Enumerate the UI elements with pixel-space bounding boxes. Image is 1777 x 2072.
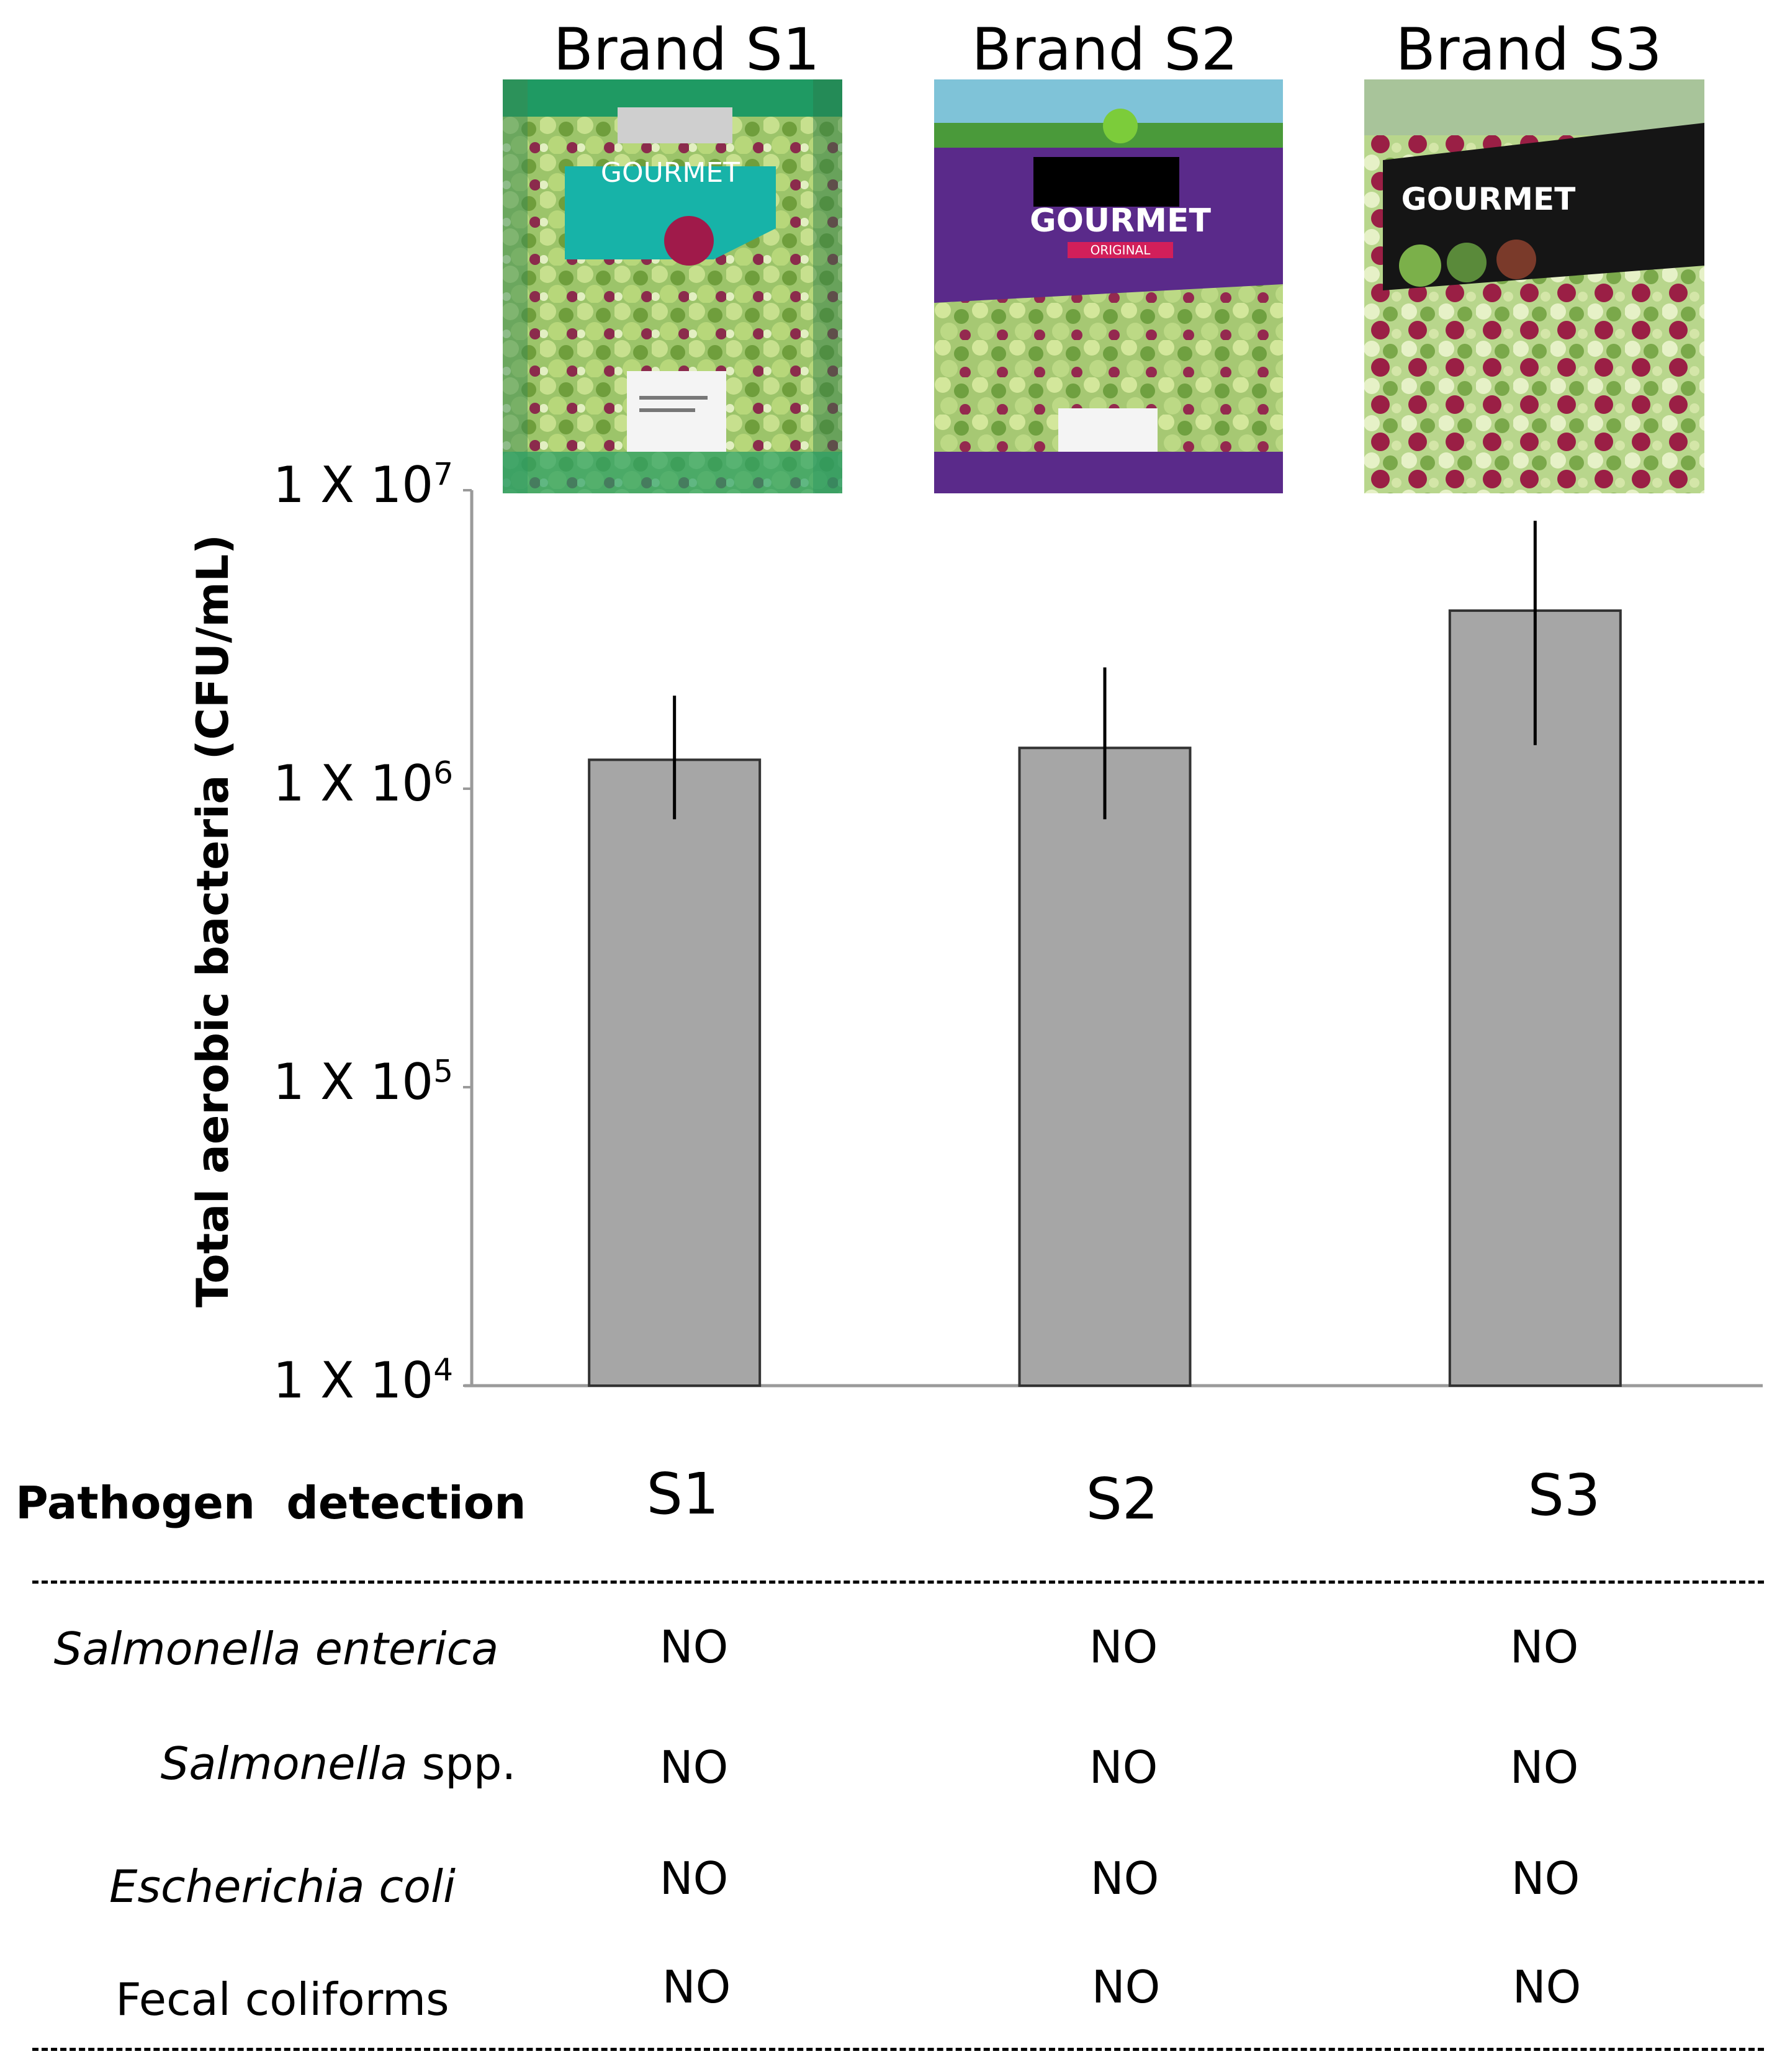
table-cell: NO (1509, 1621, 1579, 1673)
y-tick-label: 1 X 105 (272, 1053, 453, 1111)
y-tick-label: 1 X 107 (272, 456, 453, 514)
bar-s1 (588, 758, 762, 1387)
pathogen-name: Escherichia coli (109, 1860, 456, 1913)
table-cell: NO (659, 1741, 729, 1793)
column-header-s1: S1 (646, 1461, 719, 1527)
package-s2-text: GOURMET (1030, 202, 1211, 240)
table-cell: NO (1090, 1852, 1159, 1904)
table-divider-bottom (32, 2048, 1764, 2051)
package-s2-subtext: ORIGINAL (1091, 243, 1151, 258)
brand-label-s1: Brand S1 (553, 16, 820, 84)
bar-s2 (1018, 747, 1192, 1387)
package-s3-text: GOURMET (1401, 181, 1576, 217)
table-cell: NO (1089, 1621, 1158, 1673)
y-tick-label: 1 X 106 (272, 755, 453, 812)
table-cell: NO (662, 1961, 731, 2013)
package-image-s2: GOURMET ORIGINAL (934, 79, 1283, 493)
table-cell: NO (1512, 1961, 1581, 2013)
table-cell: NO (1511, 1852, 1580, 1904)
y-axis-label: Total aerobic bacteria (CFU/mL) (187, 534, 238, 1307)
package-s1-text: GOURMET (601, 157, 740, 189)
brand-label-s3: Brand S3 (1395, 16, 1662, 84)
package-image-s1: GOURMET (503, 79, 842, 493)
table-cell: NO (659, 1621, 729, 1673)
table-divider-top (32, 1581, 1764, 1584)
pathogen-name: Salmonella enterica (53, 1623, 499, 1675)
brand-label-s2: Brand S2 (971, 16, 1238, 84)
pathogen-detection-header: Pathogen detection (16, 1477, 526, 1529)
bar-chart: 1 X 104 1 X 105 1 X 106 1 X 107 Total aerob… (187, 456, 1763, 1409)
column-header-s2: S2 (1086, 1466, 1159, 1532)
table-cell: NO (1089, 1741, 1158, 1793)
y-tick-label: 1 X 104 (272, 1352, 453, 1409)
column-header-s3: S3 (1527, 1462, 1601, 1528)
table-cell: NO (1091, 1961, 1161, 2013)
table-cell: NO (659, 1852, 729, 1904)
pathogen-name: Salmonella spp. (160, 1738, 516, 1790)
package-image-s3: GOURMET (1364, 79, 1704, 493)
table-cell: NO (1509, 1741, 1579, 1793)
pathogen-name: Fecal coliforms (115, 1973, 449, 2025)
